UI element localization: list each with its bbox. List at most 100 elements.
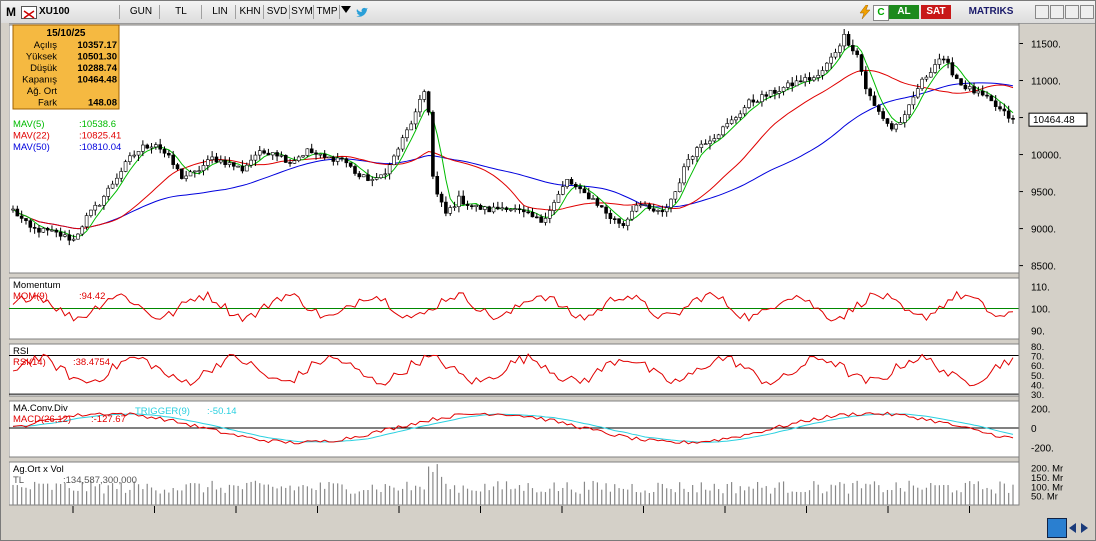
candle-body	[439, 193, 444, 203]
scroll-left-icon[interactable]	[1069, 523, 1076, 533]
candle-body	[50, 229, 54, 232]
rsi-tick: 60.	[1031, 361, 1044, 372]
candle-body	[24, 218, 28, 221]
sync-icon[interactable]	[1047, 518, 1067, 538]
candle-body	[197, 170, 201, 172]
candle-body	[361, 174, 366, 178]
candle-body	[933, 64, 937, 73]
candle-body	[288, 162, 292, 164]
period-button-svd[interactable]: SVD	[265, 5, 290, 19]
period-button-sym[interactable]: SYM	[291, 5, 314, 19]
candle-body	[842, 34, 846, 47]
maximize-icon[interactable]	[1065, 5, 1079, 19]
macd-tick: -200.	[1031, 443, 1054, 454]
symbol-field[interactable]: XU100	[39, 5, 120, 19]
price-tick-label: 11000.	[1031, 77, 1061, 88]
candle-body	[725, 123, 730, 128]
candle-body	[509, 209, 513, 211]
candle-body	[937, 58, 942, 65]
toolbar: M XU100 GUN TL LIN KHN SVD SYM TMP C AL SAT MA…	[1, 1, 1095, 24]
candle-body	[344, 158, 349, 164]
rsi-tick: 30.	[1031, 390, 1044, 401]
period-button-tl[interactable]: TL	[161, 5, 202, 19]
rsi-value: :38.4754	[73, 357, 110, 368]
candle-body	[898, 122, 903, 125]
sell-button[interactable]: SAT	[921, 5, 951, 19]
buy-button[interactable]: AL	[889, 5, 919, 19]
candle-body	[998, 106, 1002, 110]
candle-body	[803, 77, 808, 83]
candle-body	[167, 152, 171, 156]
candle-body	[314, 152, 318, 155]
candle-body	[253, 154, 258, 161]
candle-body	[924, 76, 929, 80]
candle-body	[400, 137, 405, 150]
candle-body	[54, 229, 59, 233]
volume-title: Ag.Ort x Vol	[13, 464, 64, 475]
candle-body	[28, 220, 33, 228]
candle-body	[777, 91, 782, 94]
macd-series: MACD(26,12)	[13, 414, 71, 425]
candle-body	[742, 107, 747, 115]
panel-price	[8, 24, 1020, 274]
rsi-line	[12, 353, 1014, 387]
candle-body	[625, 218, 630, 227]
close-icon[interactable]	[1080, 5, 1094, 19]
candle-body	[963, 84, 968, 90]
candle-body	[838, 45, 842, 53]
candle-body	[928, 72, 933, 78]
momentum-tick: 110.	[1031, 283, 1050, 294]
candle-body	[418, 99, 422, 113]
candle-body	[816, 75, 820, 78]
period-button-gun[interactable]: GUN	[123, 5, 160, 19]
chart-area[interactable]: 11500.11000.10500.10000.9500.9000.8500.1…	[1, 23, 1095, 515]
candle-body	[58, 231, 63, 237]
candle-body	[366, 174, 370, 181]
volume-tick: 100. Mr	[1031, 482, 1063, 493]
scroll-right-icon[interactable]	[1081, 523, 1088, 533]
c-button[interactable]: C	[873, 5, 889, 21]
dropdown-icon[interactable]	[21, 6, 37, 19]
period-button-lin[interactable]: LIN	[205, 5, 236, 19]
candle-body	[729, 119, 734, 124]
candle-body	[500, 207, 504, 210]
last-price-label: 10464.48	[1033, 115, 1075, 126]
candle-body	[846, 34, 851, 46]
candle-body	[985, 94, 989, 97]
candle-body	[677, 182, 682, 193]
price-tick-label: 9500.	[1031, 188, 1056, 199]
candle-body	[591, 198, 595, 200]
ma-legend-value: :10810.04	[79, 142, 121, 153]
candle-body	[894, 124, 898, 130]
candle-body	[128, 155, 132, 162]
left-margin	[1, 23, 9, 513]
lightning-icon[interactable]	[859, 4, 871, 24]
candle-body	[327, 156, 331, 159]
info-date: 15/10/25	[47, 28, 86, 39]
menu-m-icon[interactable]: M	[6, 5, 16, 19]
macd-value: :-127.67	[91, 414, 126, 425]
candle-body	[353, 166, 357, 174]
period-button-khn[interactable]: KHN	[237, 5, 264, 19]
twitter-icon[interactable]	[355, 6, 369, 24]
rsi-tick: 80.	[1031, 342, 1044, 353]
candle-body	[656, 210, 660, 212]
candle-body	[517, 208, 522, 211]
candle-body	[617, 218, 621, 224]
minimize-icon[interactable]	[1050, 5, 1064, 19]
candle-body	[457, 195, 461, 207]
candle-body	[296, 156, 301, 161]
candle-body	[409, 123, 414, 131]
candle-body	[526, 211, 530, 214]
candle-body	[864, 71, 868, 90]
period-button-tmp[interactable]: TMP	[315, 5, 340, 19]
candle-body	[348, 162, 353, 167]
candle-body	[262, 150, 266, 154]
chevron-down-icon[interactable]	[341, 6, 351, 13]
candle-body	[872, 95, 877, 106]
candle-body	[249, 159, 253, 166]
help-icon[interactable]	[1035, 5, 1049, 19]
candle-body	[630, 210, 634, 220]
candle-body	[214, 156, 219, 163]
